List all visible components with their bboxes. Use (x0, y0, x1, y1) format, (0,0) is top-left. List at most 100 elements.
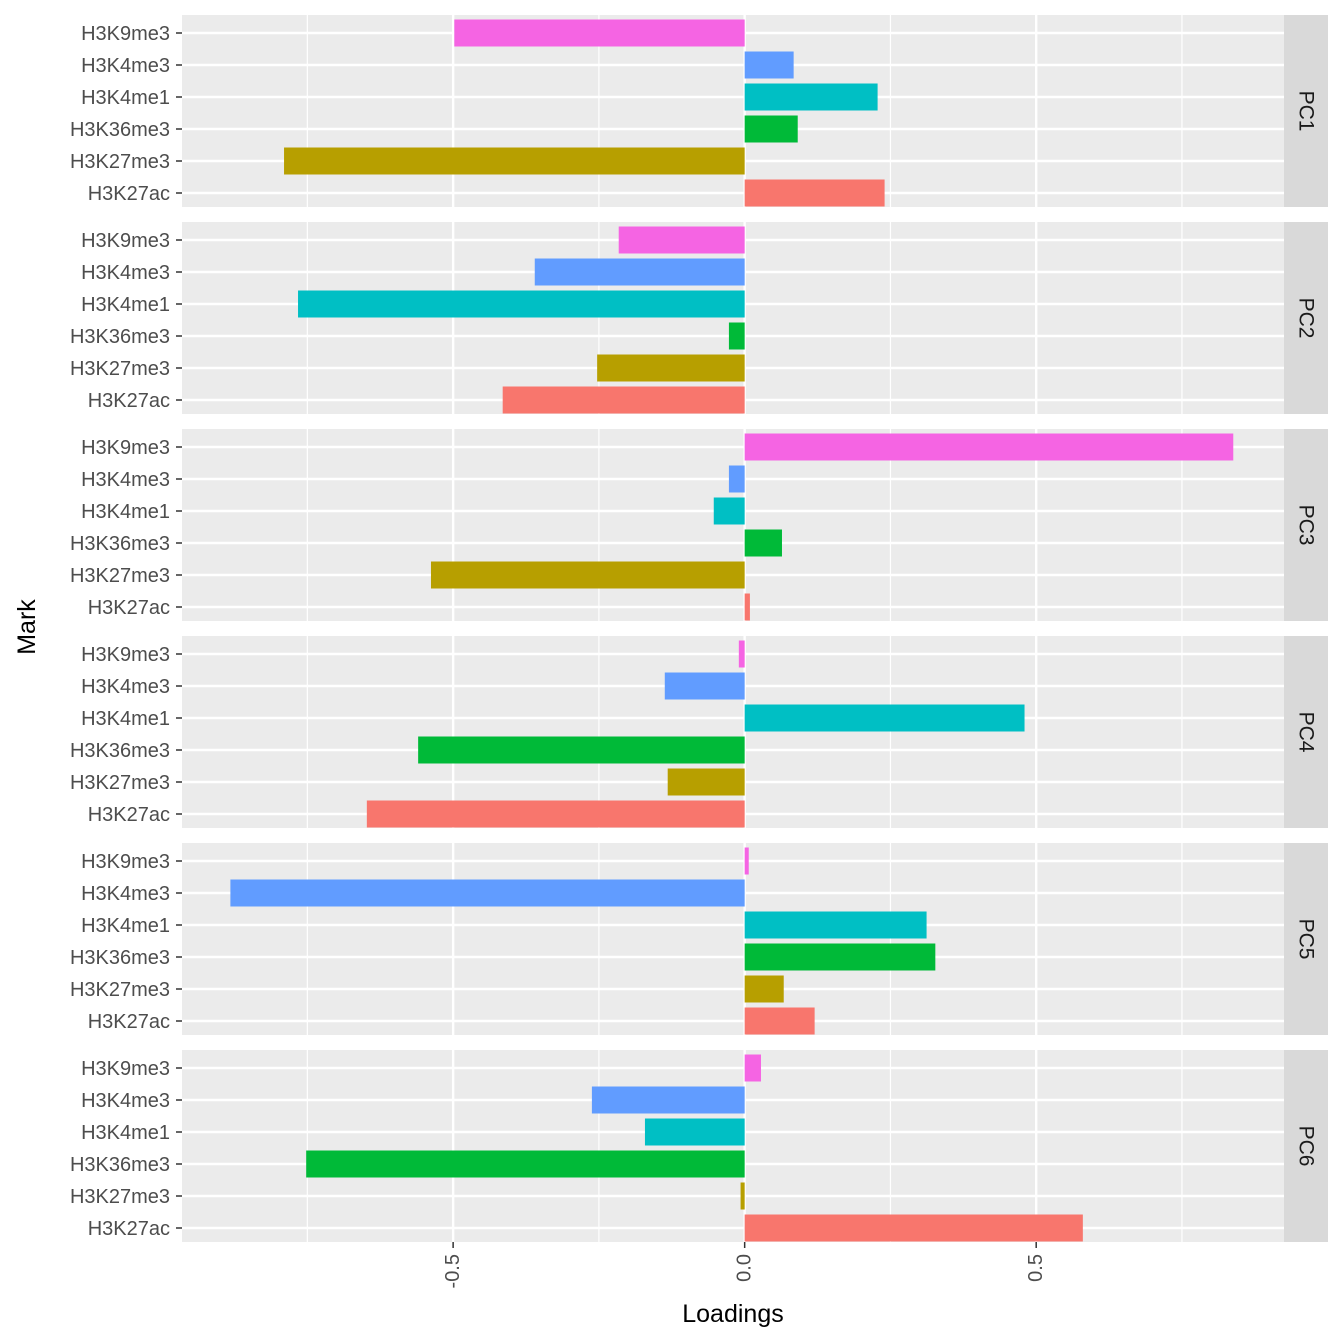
y-tick-label: H3K27me3 (70, 979, 170, 1001)
y-tick-label: H3K27me3 (70, 151, 170, 173)
bar-pc3-h3k36me3 (744, 529, 782, 557)
bar-pc3-h3k27me3 (430, 561, 745, 589)
bar-pc5-h3k4me3 (230, 879, 745, 907)
bar-pc1-h3k4me3 (744, 51, 794, 79)
bar-pc3-h3k4me3 (728, 465, 745, 493)
bar-pc2-h3k36me3 (728, 322, 745, 350)
y-tick-label: H3K4me3 (81, 1090, 170, 1112)
bar-pc5-h3k4me1 (744, 911, 927, 939)
y-tick-label: H3K27me3 (70, 565, 170, 587)
y-tick-label: H3K36me3 (70, 326, 170, 348)
y-tick-label: H3K27me3 (70, 358, 170, 380)
x-axis-title: Loadings (682, 1300, 783, 1328)
bar-pc5-h3k36me3 (744, 943, 936, 971)
panel-background (182, 843, 1284, 1035)
y-tick-label: H3K27ac (88, 597, 170, 619)
y-tick-label: H3K27ac (88, 390, 170, 412)
facet-strip-label: PC4 (1295, 712, 1318, 753)
bar-pc1-h3k27me3 (284, 147, 745, 175)
bar-pc5-h3k9me3 (744, 847, 749, 875)
facet-strip-label: PC3 (1295, 505, 1318, 546)
y-tick-label: H3K36me3 (70, 533, 170, 555)
bar-pc5-h3k27me3 (744, 975, 784, 1003)
facet-strip-label: PC1 (1295, 91, 1318, 132)
bar-pc3-h3k9me3 (744, 433, 1234, 461)
y-tick-label: H3K4me1 (81, 501, 170, 523)
panel-background (182, 222, 1284, 414)
panel-pc6: H3K9me3 H3K4me3 H3K4me1 H3K36me3 H3K27me3 H3K… (70, 1050, 1328, 1242)
bar-pc1-h3k9me3 (454, 19, 745, 47)
panels-layer: H3K9me3 H3K4me3 H3K4me1 H3K36me3 H3K27me3 H3K… (70, 15, 1328, 1242)
y-tick-label: H3K27ac (88, 1011, 170, 1033)
y-tick-label: H3K9me3 (81, 437, 170, 459)
x-tick-label: -0.5 (442, 1254, 464, 1288)
panel-pc1: H3K9me3 H3K4me3 H3K4me1 H3K36me3 H3K27me3 H3K… (70, 15, 1328, 207)
bar-pc4-h3k27ac (366, 800, 745, 828)
x-tick-label: 0.0 (734, 1254, 756, 1282)
y-tick-label: H3K36me3 (70, 740, 170, 762)
y-tick-label: H3K4me1 (81, 1122, 170, 1144)
y-tick-label: H3K4me1 (81, 294, 170, 316)
facet-strip (1284, 843, 1328, 1035)
bar-pc4-h3k36me3 (418, 736, 745, 764)
bar-pc6-h3k4me3 (591, 1086, 745, 1114)
panel-background (182, 636, 1284, 828)
bar-pc4-h3k4me1 (744, 704, 1025, 732)
facet-strip (1284, 222, 1328, 414)
bar-pc2-h3k27ac (502, 386, 745, 414)
y-tick-label: H3K4me3 (81, 469, 170, 491)
facet-strip (1284, 636, 1328, 828)
panel-background (182, 429, 1284, 621)
y-tick-label: H3K27me3 (70, 772, 170, 794)
y-axis-title: Mark (13, 599, 41, 655)
y-tick-label: H3K36me3 (70, 1154, 170, 1176)
y-tick-label: H3K4me1 (81, 87, 170, 109)
bar-pc6-h3k27me3 (740, 1182, 745, 1210)
facet-strip-label: PC6 (1295, 1126, 1318, 1167)
facet-strip-label: PC2 (1295, 298, 1318, 339)
y-tick-label: H3K4me1 (81, 915, 170, 937)
y-tick-label: H3K9me3 (81, 23, 170, 45)
y-tick-label: H3K4me3 (81, 676, 170, 698)
y-tick-label: H3K4me3 (81, 55, 170, 77)
y-tick-label: H3K9me3 (81, 230, 170, 252)
x-tick-label: 0.5 (1025, 1254, 1047, 1282)
facet-strip-label: PC5 (1295, 919, 1318, 960)
y-tick-label: H3K9me3 (81, 1058, 170, 1080)
x-axis: -0.5 0.0 0.5 (442, 1242, 1047, 1288)
bar-pc6-h3k27ac (744, 1214, 1083, 1242)
y-tick-label: H3K36me3 (70, 119, 170, 141)
panel-background (182, 15, 1284, 207)
panel-pc5: H3K9me3 H3K4me3 H3K4me1 H3K36me3 H3K27me3 H3K… (70, 843, 1328, 1035)
y-tick-label: H3K27ac (88, 1218, 170, 1240)
bar-pc2-h3k4me3 (534, 258, 745, 286)
y-tick-label: H3K27me3 (70, 1186, 170, 1208)
bar-pc2-h3k4me1 (298, 290, 745, 318)
bar-pc5-h3k27ac (744, 1007, 815, 1035)
y-tick-label: H3K9me3 (81, 851, 170, 873)
bar-pc4-h3k4me3 (664, 672, 745, 700)
panel-pc3: H3K9me3 H3K4me3 H3K4me1 H3K36me3 H3K27me3 H3K… (70, 429, 1328, 621)
bar-pc1-h3k27ac (744, 179, 885, 207)
y-tick-label: H3K4me1 (81, 708, 170, 730)
facet-strip (1284, 1050, 1328, 1242)
bar-pc6-h3k9me3 (744, 1054, 761, 1082)
y-tick-label: H3K27ac (88, 183, 170, 205)
panel-pc4: H3K9me3 H3K4me3 H3K4me1 H3K36me3 H3K27me3 H3K… (70, 636, 1328, 828)
bar-pc4-h3k27me3 (667, 768, 745, 796)
y-tick-label: H3K4me3 (81, 883, 170, 905)
bar-pc2-h3k27me3 (597, 354, 745, 382)
bar-pc6-h3k36me3 (306, 1150, 745, 1178)
bar-pc1-h3k4me1 (744, 83, 878, 111)
panel-pc2: H3K9me3 H3K4me3 H3K4me1 H3K36me3 H3K27me3 H3K… (70, 222, 1328, 414)
bar-pc3-h3k4me1 (713, 497, 745, 525)
panel-background (182, 1050, 1284, 1242)
bar-pc2-h3k9me3 (618, 226, 745, 254)
bar-pc6-h3k4me1 (644, 1118, 745, 1146)
y-tick-label: H3K27ac (88, 804, 170, 826)
bar-pc3-h3k27ac (744, 593, 750, 621)
bar-pc1-h3k36me3 (744, 115, 798, 143)
y-tick-label: H3K36me3 (70, 947, 170, 969)
facet-strip (1284, 15, 1328, 207)
